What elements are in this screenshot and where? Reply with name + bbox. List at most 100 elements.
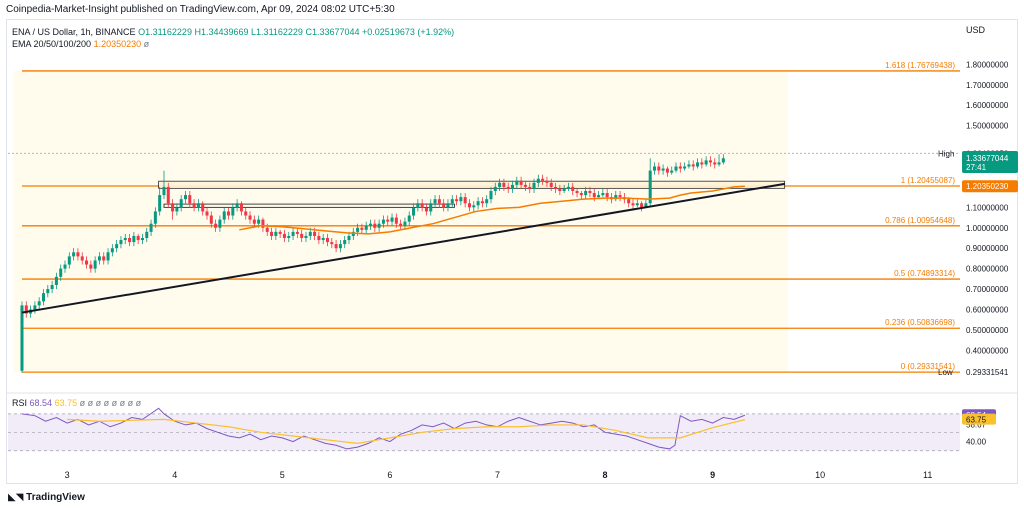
ema-label[interactable]: EMA 20/50/100/200 <box>12 39 92 49</box>
candle-body <box>153 211 157 224</box>
candle-body <box>631 203 635 206</box>
candle-body <box>46 289 50 294</box>
candle-body <box>166 186 170 204</box>
price-label-name: Low <box>938 368 953 377</box>
candle-body <box>446 203 450 208</box>
open-value: O1.31162229 <box>138 27 192 37</box>
candle-body <box>463 197 467 204</box>
candle-body <box>227 211 231 216</box>
y-tick-label: 1.70000000 <box>966 81 1009 90</box>
candle-body <box>132 235 136 243</box>
countdown-value: 27:41 <box>966 163 987 172</box>
y-tick-label: 1.80000000 <box>966 60 1009 69</box>
candle-body <box>295 231 299 234</box>
rsi-ma-line <box>67 418 746 444</box>
y-tick-label: 0.70000000 <box>966 285 1009 294</box>
candle-body <box>640 203 644 208</box>
candle-body <box>140 237 144 241</box>
candle-body <box>652 166 657 171</box>
candle-body <box>566 186 570 189</box>
candle-body <box>261 219 265 228</box>
candle-body <box>248 215 252 220</box>
x-tick-7: 7 <box>495 470 500 480</box>
candle-body <box>270 231 274 236</box>
candle-body <box>562 188 566 192</box>
candle-body <box>205 211 209 216</box>
ascending-trendline <box>21 182 785 314</box>
candle-body <box>235 203 239 208</box>
candle-body <box>442 203 446 208</box>
candle-body <box>377 223 381 228</box>
candle-body <box>369 223 373 226</box>
y-tick-label: 0.90000000 <box>966 244 1009 253</box>
candle-body <box>412 207 416 216</box>
candle-body <box>63 264 67 269</box>
candle-body <box>175 207 179 212</box>
candle-body <box>541 178 545 181</box>
candle-body <box>145 231 149 238</box>
candle-body <box>511 184 515 189</box>
candle-body <box>89 264 93 269</box>
candle-body <box>597 195 601 198</box>
rsi-value-tag-text: 63.75 <box>966 416 987 425</box>
rsi-label[interactable]: RSI <box>12 398 28 408</box>
candle-body <box>708 160 712 163</box>
candle-body <box>85 260 89 265</box>
rsi-y-tick: 58.67 <box>966 420 987 429</box>
fib-label-3: 0.5 (0.74893314) <box>894 269 955 278</box>
candle-body <box>648 170 652 204</box>
candle-body <box>360 227 364 230</box>
symbol-label[interactable]: ENA / US Dollar, 1h, BINANCE <box>12 27 136 37</box>
low-value: L1.31162229 <box>251 27 303 37</box>
candle-body <box>390 217 394 222</box>
rsi-line <box>21 407 746 450</box>
candle-body <box>575 191 579 194</box>
candle-body <box>222 211 226 220</box>
candle-body <box>635 203 639 206</box>
candle-body <box>244 211 248 216</box>
candle-body <box>24 305 28 314</box>
candle-body <box>381 219 385 224</box>
candle-body <box>231 207 235 216</box>
x-tick-3: 3 <box>65 470 70 480</box>
candle-body <box>399 223 403 226</box>
candle-body <box>257 219 261 224</box>
candle-body <box>110 248 114 253</box>
candle-body <box>252 219 256 224</box>
candle-body <box>308 231 312 236</box>
ema-price-value: 1.20350230 <box>966 182 1009 191</box>
candle-body <box>579 193 583 196</box>
resistance-box <box>158 180 786 189</box>
candle-body <box>618 195 622 198</box>
candle-body <box>519 180 523 185</box>
candle-body <box>476 201 480 206</box>
candle-body <box>183 195 187 200</box>
price-label-value: 0.29331541 <box>966 368 1009 377</box>
ema-extra: ø <box>143 39 150 49</box>
publisher-line: Coinpedia-Market-Insight published on Tr… <box>6 4 395 15</box>
candle-body <box>674 166 678 171</box>
y-tick-label: 1.10000000 <box>966 203 1009 212</box>
candle-body <box>394 217 398 224</box>
candle-body <box>119 240 123 245</box>
candle-body <box>325 237 329 243</box>
candle-body <box>554 186 558 189</box>
candle-body <box>549 182 553 187</box>
inner-box <box>163 203 455 208</box>
candle-body <box>450 199 454 204</box>
candle-body <box>691 164 695 167</box>
candle-body <box>196 203 200 208</box>
x-tick-6: 6 <box>387 470 392 480</box>
rsi-ma-value: 63.75 <box>54 398 78 408</box>
y-tick-label: 0.60000000 <box>966 305 1009 314</box>
rsi-value-tag <box>962 413 996 425</box>
candle-body <box>313 231 317 236</box>
candle-body <box>498 182 502 187</box>
candle-body <box>657 166 661 171</box>
candle-body <box>41 293 46 302</box>
candle-body <box>102 256 106 261</box>
candle-body <box>239 203 243 212</box>
close-value: C1.33677044 <box>305 27 360 37</box>
candle-body <box>347 235 351 241</box>
